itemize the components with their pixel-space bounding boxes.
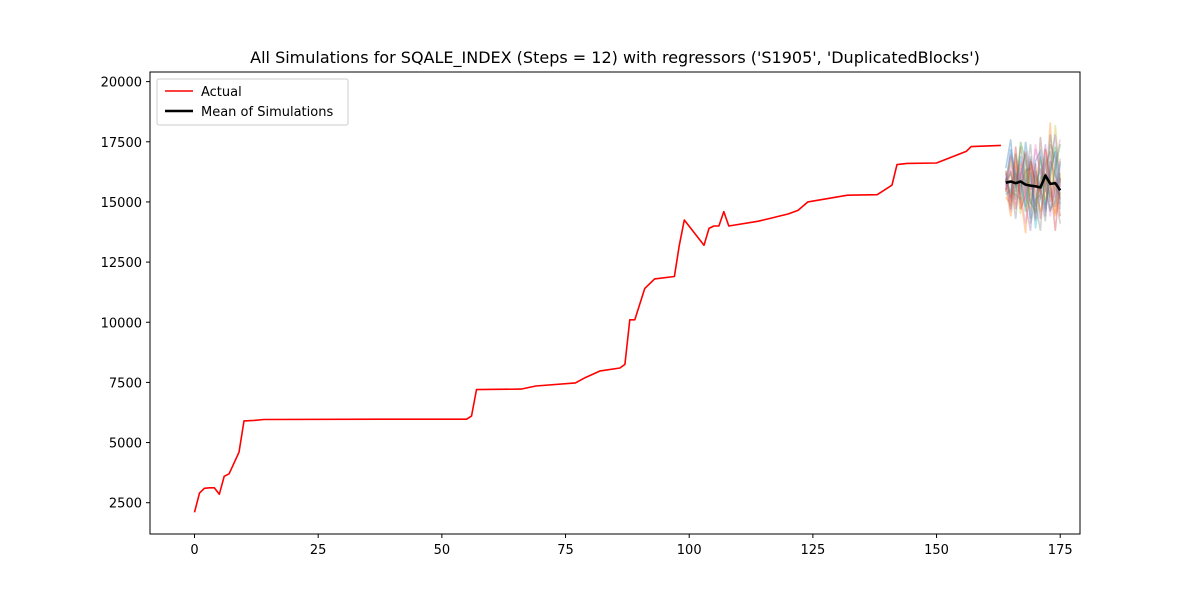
y-tick-label: 15000 <box>101 196 142 211</box>
legend-mean-label: Mean of Simulations <box>201 105 333 120</box>
simulation-line <box>1005 156 1061 229</box>
simulation-line <box>1005 124 1061 215</box>
x-tick-label: 175 <box>1048 543 1073 558</box>
y-tick-label: 5000 <box>109 437 142 452</box>
y-tick-label: 17500 <box>101 136 142 151</box>
simulation-line <box>1005 144 1061 222</box>
legend-actual-label: Actual <box>201 85 242 100</box>
simulation-line <box>1005 144 1061 231</box>
x-tick-label: 25 <box>310 543 327 558</box>
y-tick-label: 20000 <box>101 76 142 91</box>
y-tick-label: 2500 <box>109 497 142 512</box>
y-tick-label: 7500 <box>109 376 142 391</box>
y-tick-label: 10000 <box>101 316 142 331</box>
mean-series-line <box>1005 174 1062 192</box>
axes: 0 25 50 75 100 125 150 175 2500 5000 7500 10000 1250… <box>101 71 1081 558</box>
simulation-line <box>1005 136 1061 219</box>
chart-title: All Simulations for SQALE_INDEX (Steps =… <box>250 48 980 68</box>
simulation-line <box>1005 146 1061 212</box>
simulation-line <box>1005 143 1061 224</box>
simulation-line <box>1005 146 1061 231</box>
simulation-line <box>1005 139 1061 224</box>
legend: Actual Mean of Simulations <box>156 78 349 126</box>
simulation-line <box>1005 134 1061 231</box>
x-tick-label: 125 <box>800 543 825 558</box>
simulation-line <box>1005 151 1061 219</box>
x-tick-label: 75 <box>557 543 574 558</box>
x-tick-label: 0 <box>190 543 198 558</box>
y-tick-label: 12500 <box>101 256 142 271</box>
legend-box <box>156 78 349 126</box>
simulation-line <box>1005 122 1061 234</box>
x-tick-label: 50 <box>434 543 451 558</box>
plot-area <box>193 122 1062 513</box>
simulation-line <box>1005 134 1061 207</box>
simulation-line <box>1005 158 1061 217</box>
simulation-line <box>1005 144 1061 205</box>
simulation-line <box>1005 141 1061 215</box>
axes-frame <box>149 71 1081 535</box>
actual-series-line <box>193 144 1001 513</box>
x-tick-label: 150 <box>924 543 949 558</box>
x-tick-label: 100 <box>677 543 702 558</box>
